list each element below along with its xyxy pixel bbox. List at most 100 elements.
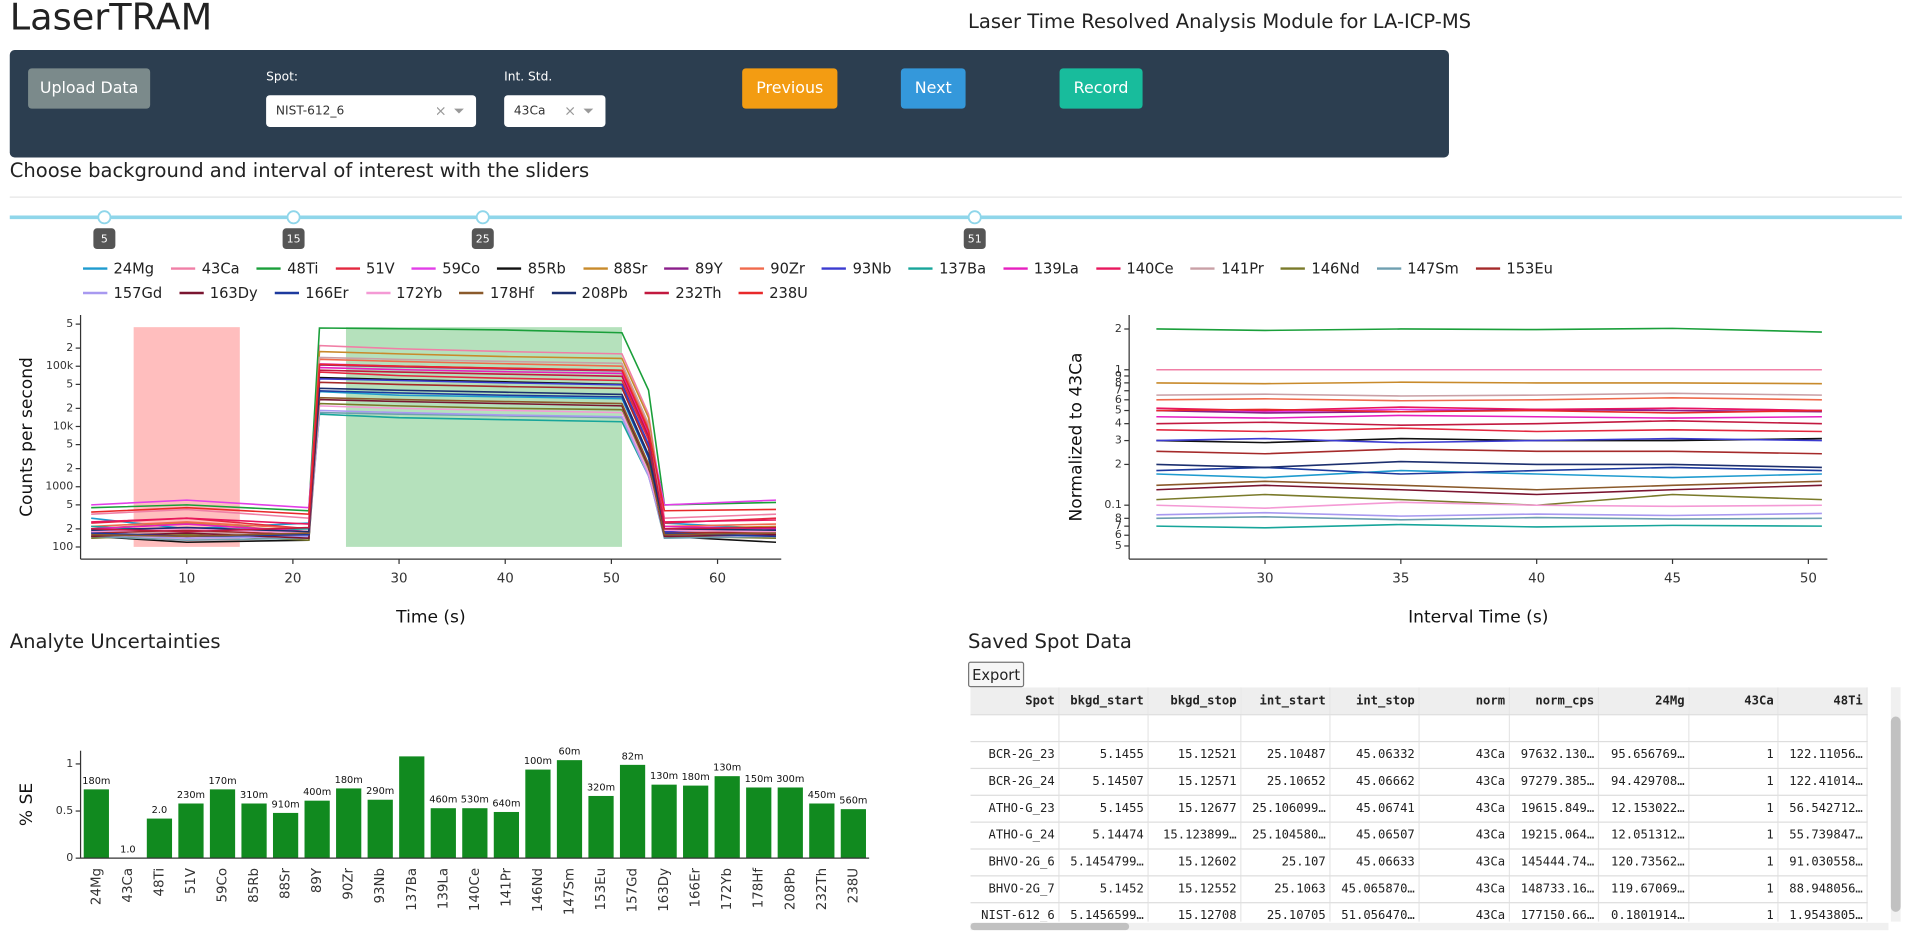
v-scrollbar[interactable] <box>1890 687 1901 922</box>
record-button[interactable]: Record <box>1059 68 1143 109</box>
x-tick-label: 50 <box>1800 572 1817 587</box>
table-cell: 45.06507 <box>1329 822 1420 850</box>
legend-label: 24Mg <box>113 260 155 278</box>
table-row[interactable]: BHVO-2G_6 5.1454799… 15.12602 25.107 45.0663… <box>970 848 1868 877</box>
legend-item[interactable]: 51V <box>335 259 395 279</box>
y-tick-label: 8 <box>1115 511 1122 524</box>
x-tick-label: 163Dy <box>657 868 672 912</box>
select-icons <box>566 106 594 116</box>
legend-item[interactable]: 90Zr <box>739 259 805 279</box>
legend-item[interactable]: 166Er <box>274 283 349 303</box>
table-cell: ATHO-G_23 <box>970 795 1060 823</box>
bar-annotation: 640m <box>492 798 520 809</box>
legend-item[interactable]: 232Th <box>644 283 722 303</box>
background-region <box>133 327 240 547</box>
table-cell: BHVO-2G_7 <box>970 875 1060 904</box>
table-row[interactable]: NIST-612_6 5.1456599… 15.12708 25.10705 51.0… <box>970 902 1868 922</box>
bar <box>840 809 866 859</box>
legend-item[interactable]: 139La <box>1003 259 1079 279</box>
table-cell: 45.06741 <box>1329 795 1420 823</box>
filter-cell <box>1598 714 1690 743</box>
legend-item[interactable]: 140Ce <box>1095 259 1174 279</box>
filter-cell <box>1148 714 1242 743</box>
legend-item[interactable]: 59Co <box>411 259 480 279</box>
slider-handle <box>286 210 301 225</box>
next-button[interactable]: Next <box>900 68 966 109</box>
bar <box>209 789 236 859</box>
table-container: Spot bkgd_start bkgd_stop int_start int_stop… <box>970 687 1888 922</box>
column-header: int_start <box>1240 687 1331 716</box>
legend-swatch <box>459 291 484 295</box>
legend-swatch <box>664 267 689 270</box>
table-row[interactable]: BHVO-2G_7 5.1452 15.12552 25.1063 45.065870…… <box>970 875 1868 904</box>
spot-select[interactable]: NIST-612_6 <box>266 95 477 127</box>
bar-annotation: 100m <box>524 756 552 767</box>
filter-cell <box>1240 714 1331 743</box>
legend-label: 163Dy <box>209 284 258 302</box>
series-line <box>91 363 777 515</box>
legend-swatch <box>274 291 300 295</box>
legend-item[interactable]: 178Hf <box>459 283 534 303</box>
bar <box>462 808 488 859</box>
series-line <box>1156 327 1822 333</box>
legend-item[interactable]: 48Ti <box>256 259 318 279</box>
legend-item[interactable]: 172Yb <box>365 283 442 303</box>
legend-item[interactable]: 147Sm <box>1376 259 1459 279</box>
table-cell: 43Ca <box>1419 848 1511 877</box>
y-axis-title: % SE <box>17 783 37 826</box>
legend-item[interactable]: 88Sr <box>582 259 647 279</box>
y-tick-label: 1000 <box>45 480 73 493</box>
table-cell: 43Ca <box>1419 795 1511 823</box>
table-cell: BCR-2G_24 <box>970 768 1060 796</box>
table-row[interactable]: BCR-2G_23 5.1455 15.12521 25.10487 45.06332 4… <box>970 741 1868 770</box>
legend-item[interactable]: 141Pr <box>1190 259 1264 279</box>
y-tick-label: 4 <box>1115 417 1122 430</box>
legend-item[interactable]: 85Rb <box>497 259 566 279</box>
table-row[interactable]: ATHO-G_23 5.1455 15.12677 25.106099… 45.0674… <box>970 795 1868 823</box>
table-row[interactable]: BCR-2G_24 5.14507 15.12571 25.10652 45.06662… <box>970 768 1868 796</box>
table-cell: 43Ca <box>1419 902 1511 922</box>
column-header: bkgd_stop <box>1148 687 1242 716</box>
legend-item[interactable]: 157Gd <box>83 283 162 303</box>
legend-item[interactable]: 153Eu <box>1475 259 1553 279</box>
h-scrollbar[interactable] <box>970 922 1889 931</box>
v-scroll-thumb[interactable] <box>1890 716 1901 912</box>
slider-value: 51 <box>968 232 982 245</box>
y-axis-title: Normalized to 43Ca <box>1067 353 1087 522</box>
legend-item[interactable]: 24Mg <box>83 259 154 279</box>
legend-swatch <box>497 267 522 270</box>
bar-annotation: 2.0 <box>152 805 168 816</box>
x-tick-label: 232Th <box>815 868 830 910</box>
export-button[interactable]: Export <box>968 661 1025 688</box>
table-row[interactable]: ATHO-G_24 5.14474 15.123899… 25.104580… 45.0… <box>970 822 1868 850</box>
bar <box>146 818 173 859</box>
legend-item[interactable]: 137Ba <box>908 259 986 279</box>
legend-item[interactable]: 163Dy <box>179 283 258 303</box>
legend-item[interactable]: 238U <box>738 283 808 303</box>
table-cell: 5.1455 <box>1058 795 1149 823</box>
h-scroll-thumb[interactable] <box>970 922 1130 931</box>
legend-swatch <box>738 291 764 295</box>
y-tick-label: 0.1 <box>1104 498 1121 511</box>
legend-label: 43Ca <box>201 260 240 278</box>
upload-button[interactable]: Upload Data <box>28 68 151 109</box>
x-tick-label: 60 <box>709 572 726 587</box>
legend-item[interactable]: 43Ca <box>171 259 240 279</box>
previous-button[interactable]: Previous <box>742 68 838 109</box>
legend-item[interactable]: 89Y <box>664 259 723 279</box>
legend-item[interactable]: 146Nd <box>1280 259 1360 279</box>
legend-item[interactable]: 208Pb <box>551 283 628 303</box>
legend-item[interactable]: 93Nb <box>822 259 891 279</box>
bar-annotation: 130m <box>713 763 741 774</box>
x-tick-label: 30 <box>1256 572 1273 587</box>
table-cell: 5.1454799… <box>1058 848 1149 877</box>
bar-annotation: 60m <box>559 747 581 758</box>
bar <box>399 756 425 859</box>
int-std-select[interactable]: 43Ca <box>504 95 606 127</box>
legend-label: 90Zr <box>770 260 805 278</box>
table-cell: 15.12552 <box>1148 875 1242 904</box>
table-cell: 55.739847… <box>1777 822 1868 850</box>
legend-swatch <box>179 291 204 295</box>
series-line <box>1156 419 1822 426</box>
spot-value: NIST-612_6 <box>275 104 345 118</box>
